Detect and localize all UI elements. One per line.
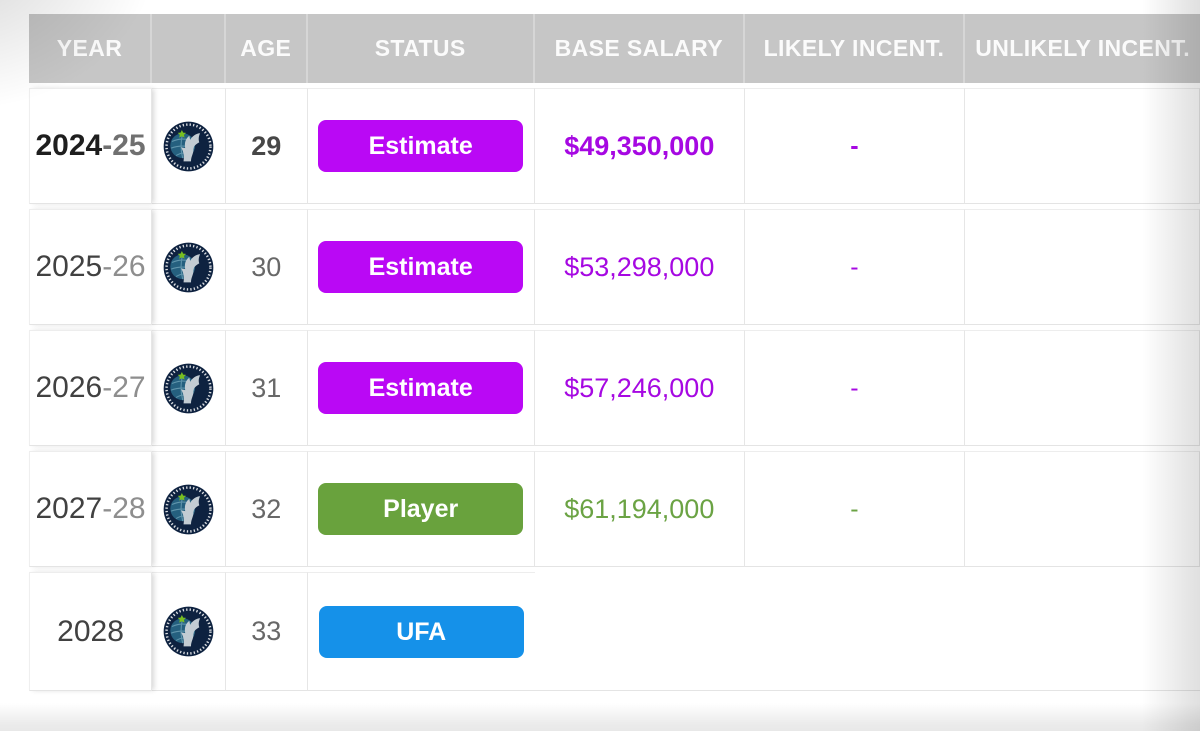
likely-incent-cell: - <box>744 88 966 204</box>
age-label: 29 <box>251 130 282 161</box>
likely-incent-cell: - <box>744 209 966 325</box>
year-label: 2027-28 <box>35 492 145 525</box>
status-cell: Estimate <box>307 330 535 446</box>
status-cell: Estimate <box>307 209 535 325</box>
column-header-status: STATUS <box>307 14 535 83</box>
age-cell: 31 <box>225 330 308 446</box>
status-badge: Player <box>318 483 524 535</box>
salary-table: YEAR AGE STATUS BASE SALARY LIKELY INCENT. UN… <box>29 9 1200 696</box>
timberwolves-logo-icon[interactable] <box>162 120 215 173</box>
year-label: 2024-25 <box>35 129 145 162</box>
likely-incent-value: - <box>850 494 859 523</box>
table-header-row: YEAR AGE STATUS BASE SALARY LIKELY INCENT. UN… <box>29 14 1200 83</box>
year-cell: 2026-27 <box>29 330 153 446</box>
likely-incent-cell: - <box>744 330 966 446</box>
salary-table-container: YEAR AGE STATUS BASE SALARY LIKELY INCENT. UN… <box>29 9 1200 696</box>
team-cell <box>152 572 226 691</box>
year-suffix: -27 <box>102 371 146 404</box>
bottom-edge-shadow <box>0 703 1200 731</box>
base-salary-cell: $53,298,000 <box>534 209 745 325</box>
age-cell: 30 <box>225 209 308 325</box>
base-salary-value: $53,298,000 <box>564 251 715 282</box>
timberwolves-logo-icon[interactable] <box>162 241 215 294</box>
team-cell <box>152 451 226 567</box>
year-label: 2025-26 <box>35 250 145 283</box>
base-salary-value: $61,194,000 <box>564 493 715 524</box>
table-row: 2027-28 32 Player $61,194,000 - <box>29 451 1200 567</box>
timberwolves-logo-icon[interactable] <box>162 605 215 658</box>
year-cell: 2025-26 <box>29 209 153 325</box>
year-label: 2028 <box>57 615 124 648</box>
status-badge: Estimate <box>318 241 524 293</box>
year-main: 2027 <box>35 492 103 525</box>
timberwolves-logo-icon[interactable] <box>162 362 215 415</box>
team-cell <box>152 88 226 204</box>
status-cell: Estimate <box>307 88 535 204</box>
base-salary-cell: $61,194,000 <box>534 451 745 567</box>
year-main: 2024 <box>35 129 103 162</box>
year-cell: 2024-25 <box>29 88 153 204</box>
column-header-age: AGE <box>225 14 308 83</box>
empty-tail-cell <box>534 572 1200 691</box>
base-salary-value: $57,246,000 <box>564 372 715 403</box>
unlikely-incent-cell <box>965 330 1200 446</box>
team-cell <box>152 330 226 446</box>
base-salary-cell: $57,246,000 <box>534 330 745 446</box>
age-cell: 32 <box>225 451 308 567</box>
timberwolves-logo-icon[interactable] <box>162 483 215 536</box>
age-cell: 29 <box>225 88 308 204</box>
unlikely-incent-cell <box>965 209 1200 325</box>
column-header-likely-incent: LIKELY INCENT. <box>744 14 966 83</box>
status-cell: Player <box>307 451 535 567</box>
unlikely-incent-cell <box>965 451 1200 567</box>
column-header-base-salary: BASE SALARY <box>534 14 745 83</box>
year-main: 2025 <box>35 250 103 283</box>
status-badge: UFA <box>318 605 524 658</box>
age-label: 31 <box>251 372 282 403</box>
year-suffix: -28 <box>102 492 146 525</box>
status-badge: Estimate <box>318 362 524 414</box>
table-row: 2025-26 30 Estimate $53,298,000 - <box>29 209 1200 325</box>
table-row: 2024-25 29 Estimate $49,350,000 - <box>29 88 1200 204</box>
age-cell: 33 <box>225 572 308 691</box>
status-cell: UFA <box>307 572 535 691</box>
age-label: 33 <box>251 616 282 646</box>
likely-incent-value: - <box>850 373 859 402</box>
column-header-team <box>152 14 226 83</box>
base-salary-cell: $49,350,000 <box>534 88 745 204</box>
age-label: 32 <box>251 493 282 524</box>
year-main: 2026 <box>35 371 103 404</box>
likely-incent-value: - <box>850 131 859 160</box>
team-cell <box>152 209 226 325</box>
age-label: 30 <box>251 251 282 282</box>
column-header-year: YEAR <box>29 14 153 83</box>
column-header-unlikely-incent: UNLIKELY INCENT. <box>965 14 1200 83</box>
unlikely-incent-cell <box>965 88 1200 204</box>
year-cell: 2027-28 <box>29 451 153 567</box>
base-salary-value: $49,350,000 <box>564 130 715 161</box>
year-suffix: -25 <box>102 129 146 162</box>
year-label: 2026-27 <box>35 371 145 404</box>
likely-incent-cell: - <box>744 451 966 567</box>
year-main: 2028 <box>57 614 124 648</box>
year-suffix: -26 <box>102 250 146 283</box>
status-badge: Estimate <box>318 120 524 172</box>
year-cell: 2028 <box>29 572 153 691</box>
likely-incent-value: - <box>850 252 859 281</box>
table-row: 2028 33 UFA <box>29 572 1200 691</box>
table-row: 2026-27 31 Estimate $57,246,000 - <box>29 330 1200 446</box>
